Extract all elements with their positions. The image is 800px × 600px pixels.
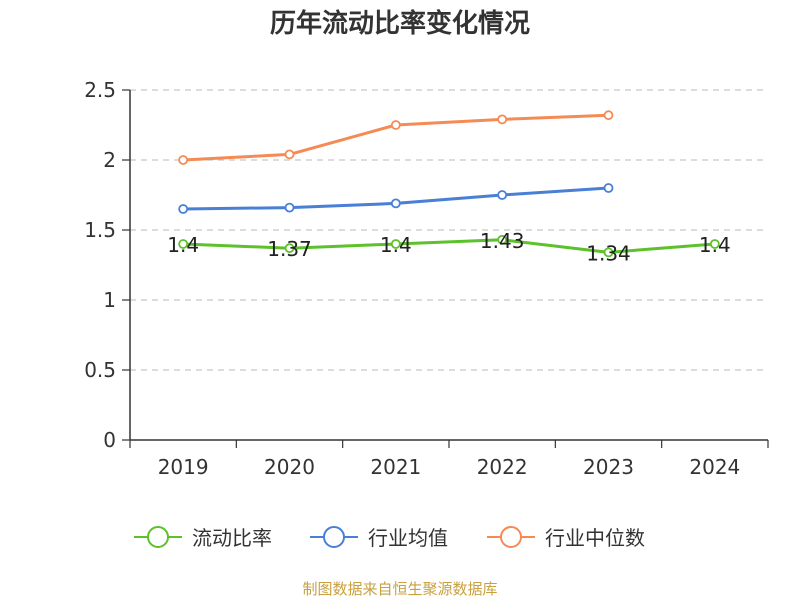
- data-label: 1.4: [167, 233, 199, 257]
- series-line: [183, 238, 715, 254]
- legend-label: 流动比率: [192, 526, 272, 550]
- data-point: [603, 110, 614, 121]
- x-tick-label: 2024: [689, 455, 740, 479]
- data-point: [390, 198, 401, 209]
- data-point: [178, 155, 189, 165]
- data-label: 1.4: [699, 233, 731, 257]
- data-label: 1.34: [586, 241, 631, 265]
- legend-label: 行业中位数: [545, 526, 645, 550]
- data-point: [284, 202, 295, 213]
- source-note: 制图数据来自恒生聚源数据库: [302, 580, 497, 598]
- x-tick-label: 2020: [264, 455, 315, 479]
- data-point: [284, 149, 295, 160]
- legend-marker: [147, 526, 169, 548]
- data-point: [390, 120, 401, 130]
- y-tick-label: 0: [103, 428, 116, 452]
- data-point: [709, 239, 720, 249]
- y-tick-label: 2: [103, 148, 116, 172]
- legend-marker: [500, 526, 522, 548]
- data-point: [497, 114, 508, 125]
- x-tick-label: 2023: [583, 455, 634, 479]
- legend-marker: [323, 526, 345, 548]
- x-tick-label: 2022: [477, 455, 528, 479]
- data-point: [497, 234, 508, 245]
- y-tick-label: 1: [103, 288, 116, 312]
- data-point: [603, 183, 614, 193]
- data-label: 1.43: [480, 229, 525, 253]
- y-tick-label: 0.5: [84, 358, 116, 382]
- data-point: [603, 247, 614, 258]
- data-point: [390, 239, 401, 249]
- y-tick-label: 2.5: [84, 78, 116, 102]
- chart-title: 历年流动比率变化情况: [270, 8, 530, 39]
- legend-label: 行业均值: [368, 526, 448, 550]
- x-tick-label: 2021: [370, 455, 421, 479]
- x-tick-label: 2019: [158, 455, 209, 479]
- data-label: 1.4: [380, 233, 412, 257]
- data-point: [284, 243, 295, 254]
- data-label: 1.37: [267, 237, 312, 261]
- data-point: [178, 239, 189, 249]
- data-point: [178, 204, 189, 214]
- data-point: [497, 190, 508, 200]
- y-tick-label: 1.5: [84, 218, 116, 242]
